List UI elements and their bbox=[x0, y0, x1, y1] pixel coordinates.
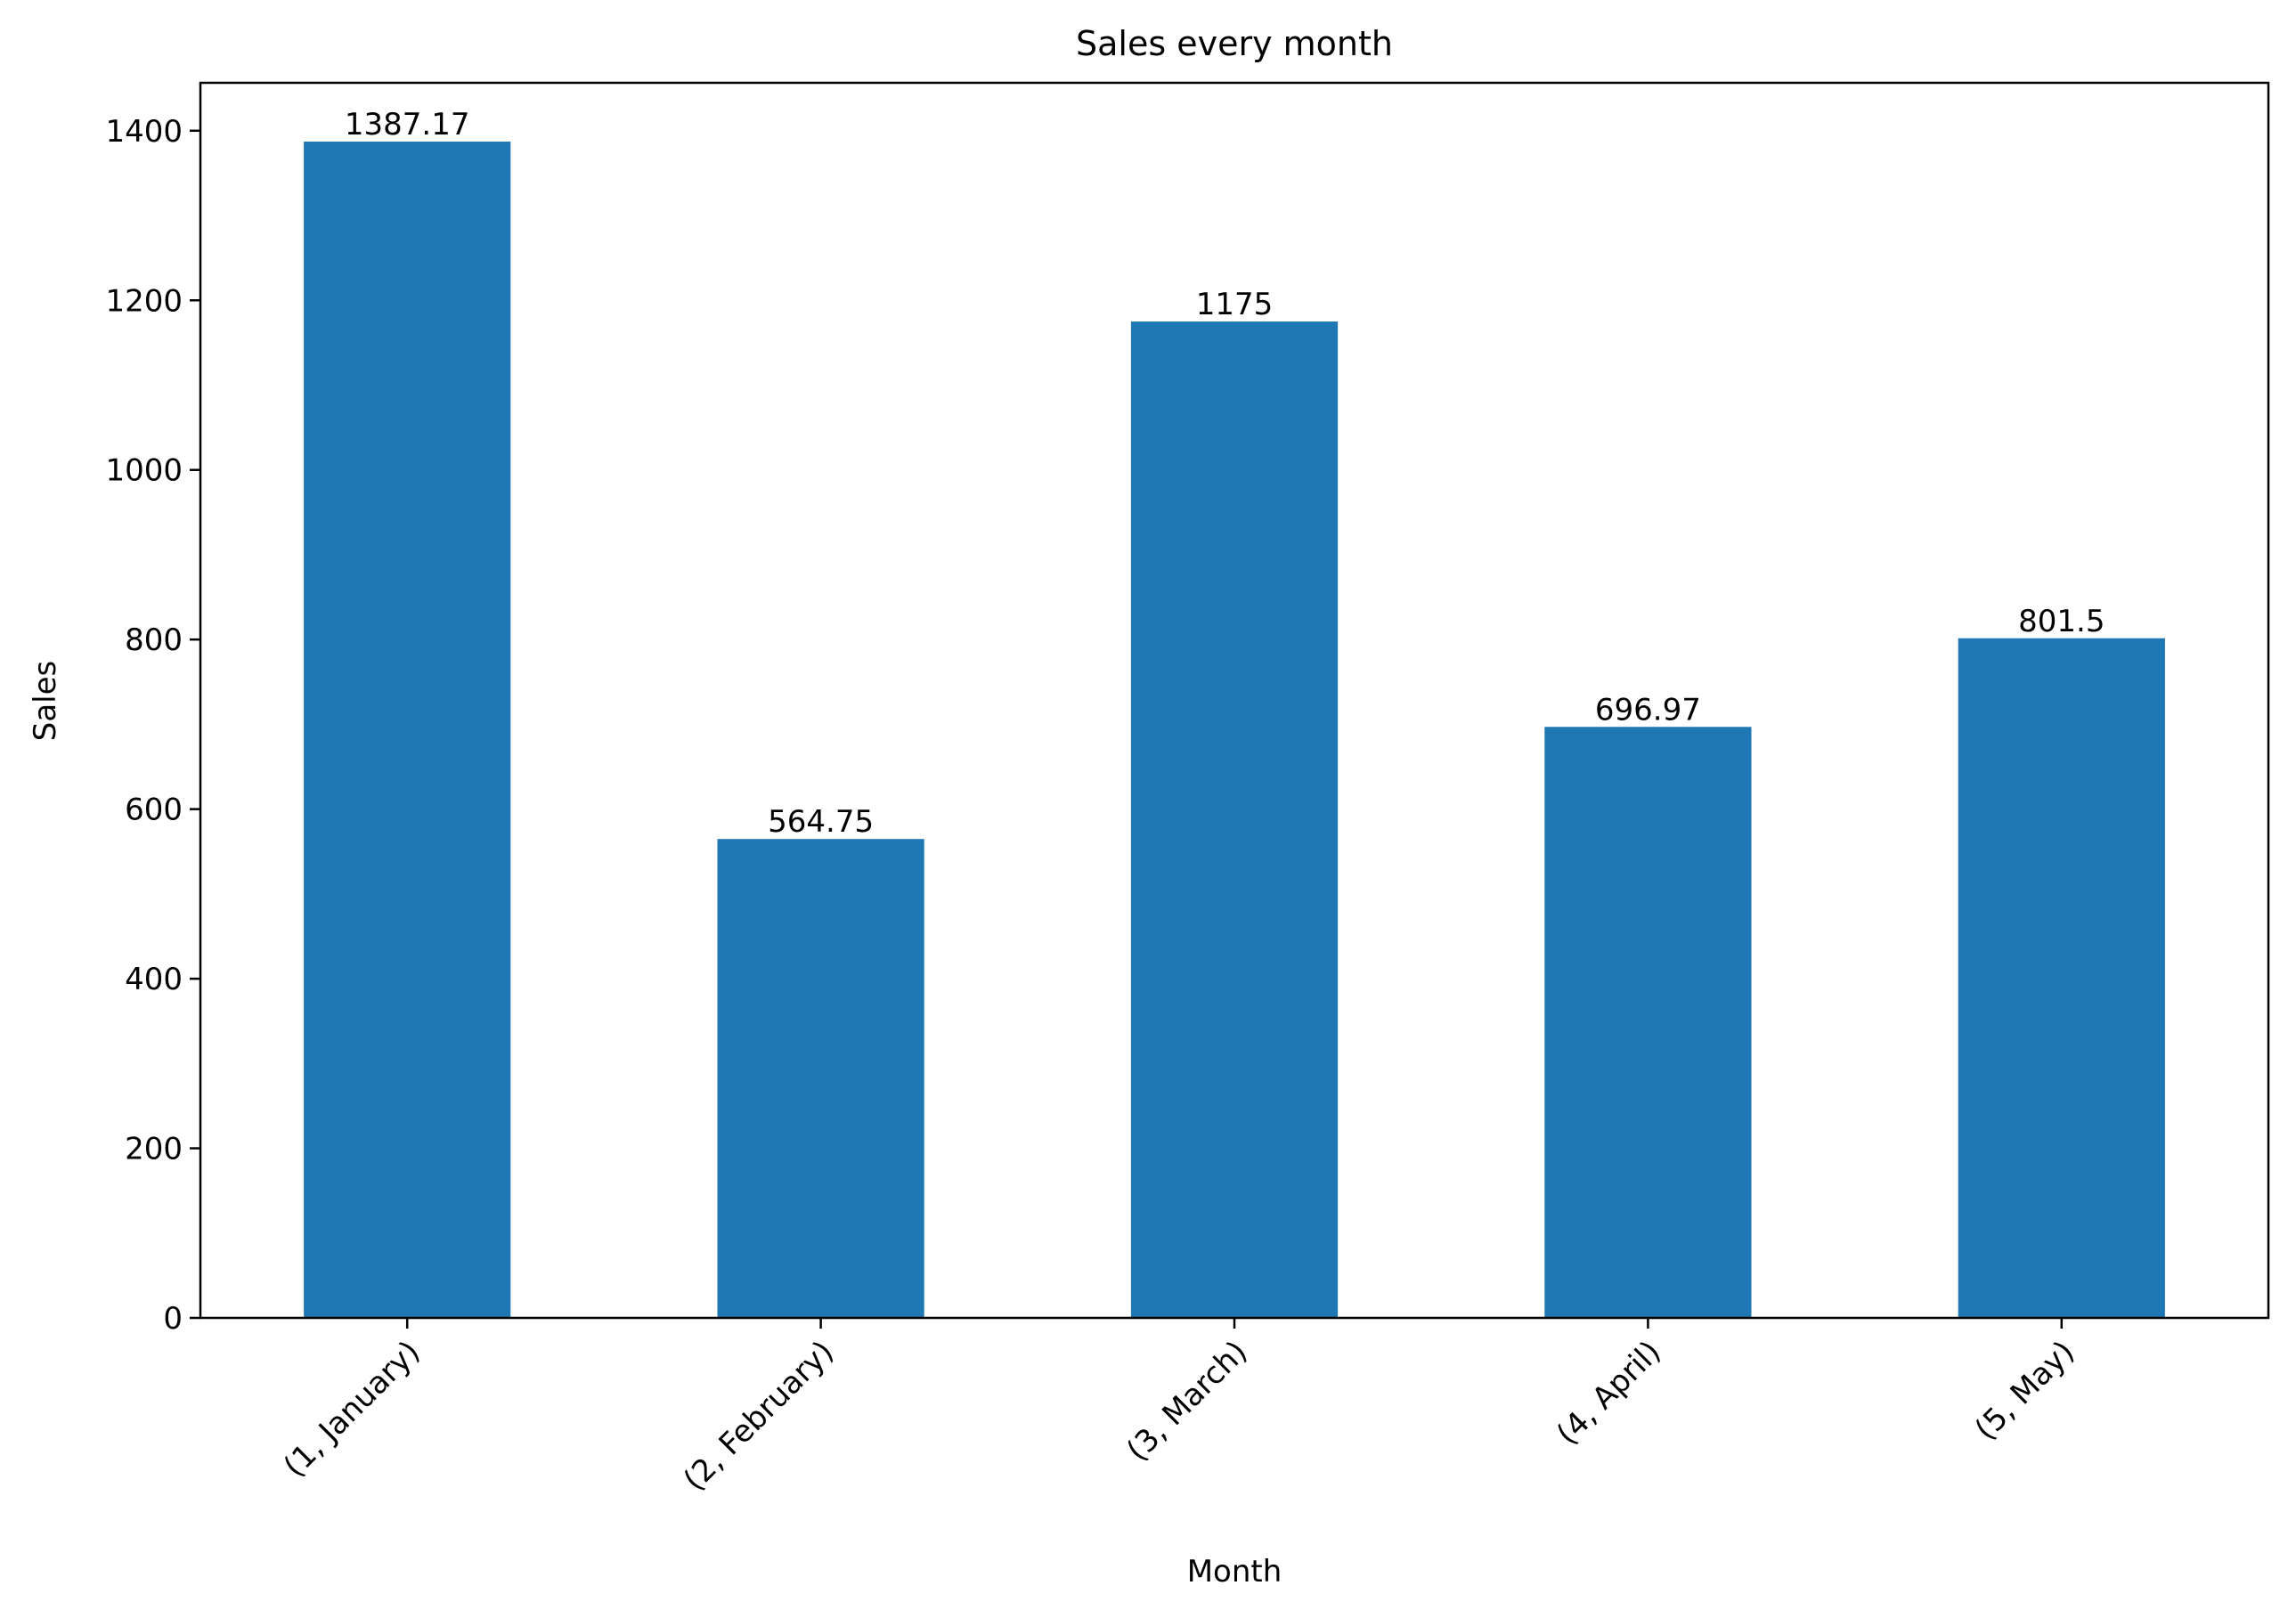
y-tick-label-7: 1400 bbox=[105, 114, 183, 150]
bar-labels-layer: 1387.17 564.75 1175 696.97 801.5 bbox=[345, 107, 2105, 840]
bar-5 bbox=[1958, 638, 2165, 1318]
y-tick-label-2: 400 bbox=[125, 962, 183, 997]
y-tick-label-0: 0 bbox=[163, 1301, 183, 1337]
bar-value-label-4: 696.97 bbox=[1595, 692, 1701, 728]
bar-value-label-5: 801.5 bbox=[2018, 604, 2105, 639]
y-tick-label-6: 1200 bbox=[105, 283, 183, 319]
x-axis-label: Month bbox=[1187, 1554, 1282, 1590]
bar-1 bbox=[304, 142, 511, 1318]
y-tick-label-3: 600 bbox=[125, 793, 183, 828]
bar-4 bbox=[1544, 727, 1752, 1318]
bar-value-label-2: 564.75 bbox=[768, 804, 874, 840]
bars-layer bbox=[304, 142, 2165, 1318]
chart-title: Sales every month bbox=[1076, 24, 1393, 63]
bar-value-label-3: 1175 bbox=[1196, 287, 1274, 322]
y-axis-label: Sales bbox=[28, 661, 63, 742]
y-tick-label-1: 200 bbox=[125, 1132, 183, 1167]
bar-3 bbox=[1130, 321, 1339, 1318]
y-tick-label-4: 800 bbox=[125, 622, 183, 658]
plot-frame bbox=[199, 81, 2270, 1320]
bar-2 bbox=[717, 839, 924, 1318]
bar-value-label-1: 1387.17 bbox=[345, 107, 470, 142]
y-tick-label-5: 1000 bbox=[105, 453, 183, 489]
y-axis: 0 200 400 600 800 1000 1200 1400 bbox=[105, 114, 200, 1337]
